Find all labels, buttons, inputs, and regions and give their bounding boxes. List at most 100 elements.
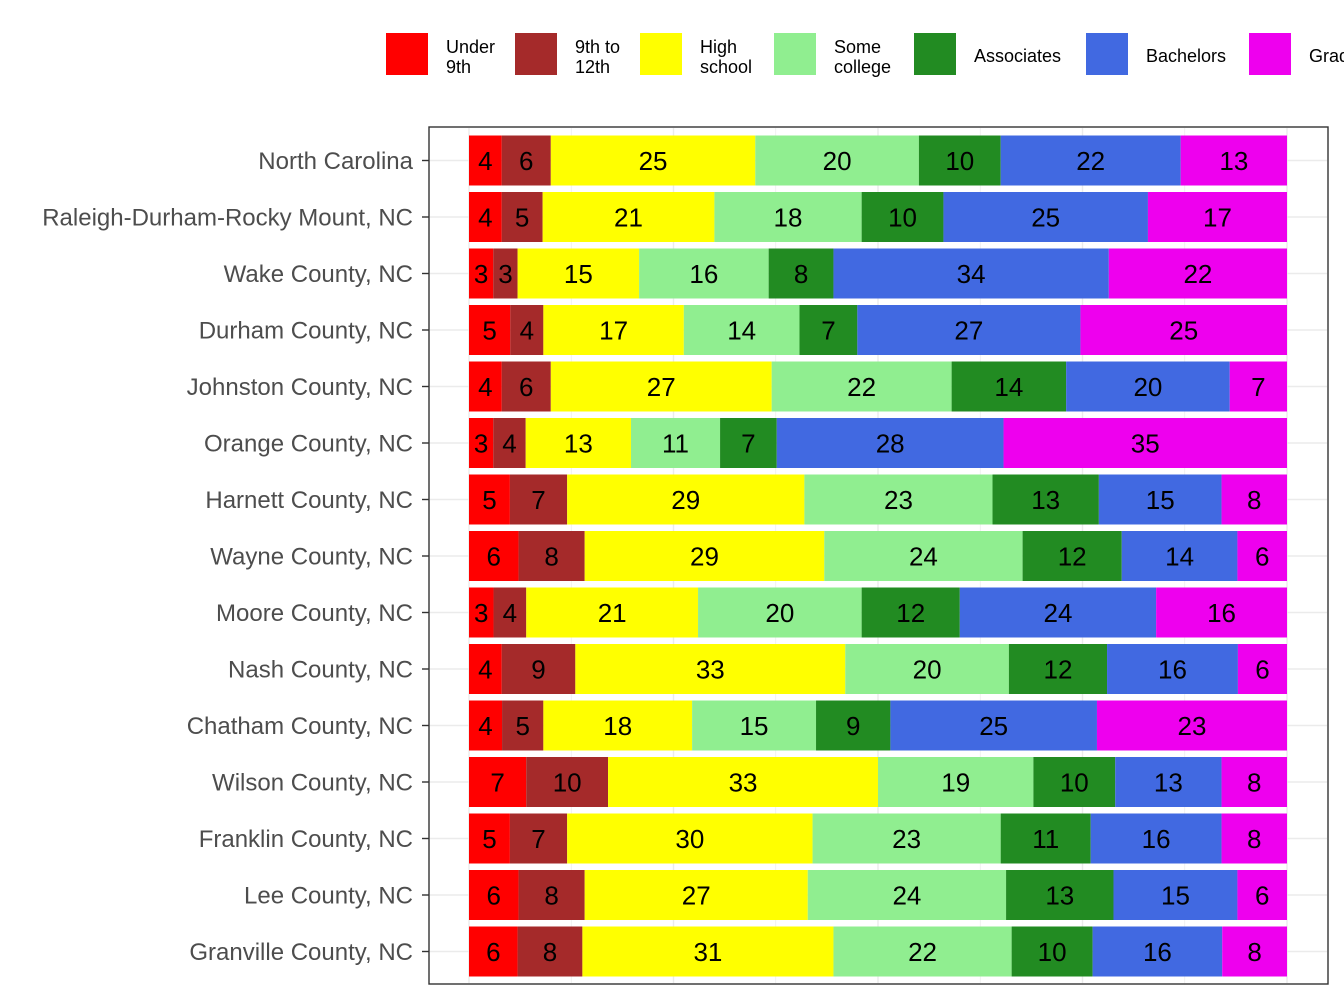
bar-segment — [816, 700, 891, 751]
bar-value-label: 4 — [478, 146, 492, 176]
bar-value-label: 13 — [1219, 146, 1248, 176]
bar-segment — [1237, 644, 1287, 694]
bar-value-label: 21 — [614, 203, 643, 233]
bar-value-label: 10 — [1060, 768, 1089, 798]
bar-value-label: 14 — [994, 372, 1023, 402]
bar-value-label: 35 — [1131, 429, 1160, 459]
y-tick-label: Durham County, NC — [199, 318, 413, 345]
bar-row: 4 6 27 22 14 20 7 — [469, 361, 1287, 412]
bar-value-label: 25 — [979, 711, 1008, 741]
bar-value-label: 14 — [1165, 542, 1194, 572]
bar-segment — [510, 305, 544, 355]
bar-segment — [1011, 926, 1093, 977]
bar-value-label: 20 — [913, 655, 942, 685]
bar-segment — [1033, 757, 1116, 807]
y-tick-label: Wayne County, NC — [210, 544, 413, 571]
bar-segment — [1222, 926, 1287, 977]
legend-label: Some — [834, 37, 881, 57]
bar-value-label: 3 — [474, 259, 488, 289]
bar-value-label: 5 — [482, 485, 496, 515]
bar-value-label: 29 — [690, 542, 719, 572]
bar-value-label: 33 — [729, 768, 758, 798]
legend-key — [386, 33, 428, 75]
bar-value-label: 34 — [957, 259, 986, 289]
legend-key — [640, 33, 682, 75]
bar-value-label: 17 — [599, 316, 628, 346]
bar-row: 3 4 21 20 12 24 16 — [469, 587, 1287, 638]
bar-segment — [501, 644, 576, 694]
y-tick-label: Harnett County, NC — [205, 487, 413, 514]
bar-segment — [469, 305, 511, 355]
bar-value-label: 16 — [1158, 655, 1187, 685]
bar-value-label: 15 — [1146, 485, 1175, 515]
bar-segment — [992, 474, 1099, 525]
bar-segment — [509, 813, 568, 864]
y-axis: North Carolina Raleigh-Durham-Rocky Mount… — [42, 148, 429, 966]
bar-segment — [469, 926, 518, 977]
bar-value-label: 7 — [821, 316, 835, 346]
bar-value-label: 21 — [598, 598, 627, 628]
bar-value-label: 20 — [765, 598, 794, 628]
bar-segment — [567, 474, 805, 525]
bar-value-label: 7 — [531, 485, 545, 515]
legend-key — [914, 33, 956, 75]
bar-value-label: 27 — [647, 372, 676, 402]
bar-segment — [639, 248, 769, 299]
bar-segment — [469, 813, 510, 864]
bar-value-label: 10 — [888, 203, 917, 233]
bar-segment — [550, 361, 772, 412]
bar-segment — [776, 418, 1004, 468]
bar-value-label: 4 — [478, 655, 492, 685]
bar-segment — [1221, 757, 1287, 807]
legend-label: Associates — [974, 46, 1061, 66]
bar-segment — [509, 474, 568, 525]
bar-value-label: 23 — [1178, 711, 1207, 741]
bar-value-label: 4 — [478, 203, 492, 233]
bar-value-label: 3 — [474, 429, 488, 459]
y-tick-label: Raleigh-Durham-Rocky Mount, NC — [42, 205, 413, 232]
bar-value-label: 23 — [892, 824, 921, 854]
bar-segment — [550, 135, 756, 186]
bar-segment — [918, 135, 1001, 186]
bar-row: 4 5 18 15 9 25 23 — [469, 700, 1287, 751]
legend-label: school — [700, 57, 752, 77]
bar-segment — [469, 757, 527, 807]
bar-segment — [1080, 305, 1287, 355]
bar-value-label: 14 — [727, 316, 756, 346]
bar-segment — [469, 474, 510, 525]
bar-value-label: 33 — [696, 655, 725, 685]
bar-value-label: 6 — [519, 372, 533, 402]
bar-segment — [525, 418, 631, 468]
bar-value-label: 18 — [774, 203, 803, 233]
bar-value-label: 3 — [498, 259, 512, 289]
bar-value-label: 8 — [1247, 485, 1261, 515]
y-tick-label: Wake County, NC — [224, 261, 413, 288]
bar-value-label: 8 — [1247, 768, 1261, 798]
bar-segment — [469, 870, 519, 920]
bar-segment — [1000, 813, 1091, 864]
bar-segment — [1229, 361, 1287, 412]
bar-value-label: 4 — [503, 598, 517, 628]
y-tick-label: Moore County, NC — [216, 600, 413, 627]
bar-value-label: 12 — [1043, 655, 1072, 685]
bar-segment — [502, 700, 544, 751]
bar-segment — [518, 531, 585, 581]
bar-segment — [1221, 813, 1287, 864]
bar-value-label: 7 — [1251, 372, 1265, 402]
y-tick-label: Franklin County, NC — [199, 826, 413, 853]
bar-row: 5 7 29 23 13 15 8 — [469, 474, 1287, 525]
bar-value-label: 8 — [794, 259, 808, 289]
bar-segment — [878, 757, 1034, 807]
bar-row: 3 4 13 11 7 28 35 — [469, 418, 1287, 468]
bar-value-label: 4 — [478, 711, 492, 741]
bar-value-label: 5 — [482, 316, 496, 346]
legend-item: Bachelors — [1086, 33, 1226, 75]
bar-segment — [1098, 474, 1222, 525]
bar-value-label: 22 — [1076, 146, 1105, 176]
bar-segment — [698, 587, 862, 638]
bar-segment — [799, 305, 858, 355]
bar-value-label: 22 — [847, 372, 876, 402]
